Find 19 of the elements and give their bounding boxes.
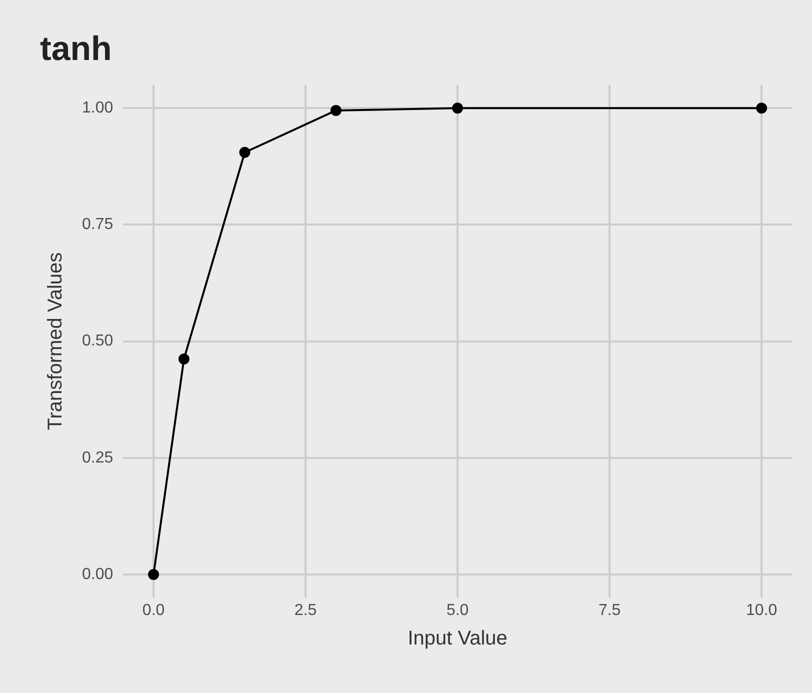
x-tick-label: 10.0 xyxy=(746,602,778,619)
x-tick-label: 2.5 xyxy=(294,602,317,619)
x-tick-label: 7.5 xyxy=(598,602,621,619)
point xyxy=(452,102,464,114)
y-tick-label: 0.00 xyxy=(82,566,114,583)
y-tick-label: 0.25 xyxy=(82,449,114,466)
x-tick-label: 5.0 xyxy=(446,602,469,619)
point xyxy=(239,146,250,158)
y-tick-label: 0.50 xyxy=(82,332,114,350)
point xyxy=(178,354,190,365)
chart-title: tanh xyxy=(40,30,112,68)
x-axis-title: Input Value xyxy=(408,628,508,650)
point xyxy=(756,102,768,114)
point xyxy=(148,568,160,580)
y-tick-label: 0.75 xyxy=(82,216,114,234)
x-tick-label: 0.0 xyxy=(142,602,165,619)
y-axis-title: Transformed Values xyxy=(44,252,67,430)
point xyxy=(330,104,342,116)
y-tick-label: 1.00 xyxy=(82,100,114,117)
